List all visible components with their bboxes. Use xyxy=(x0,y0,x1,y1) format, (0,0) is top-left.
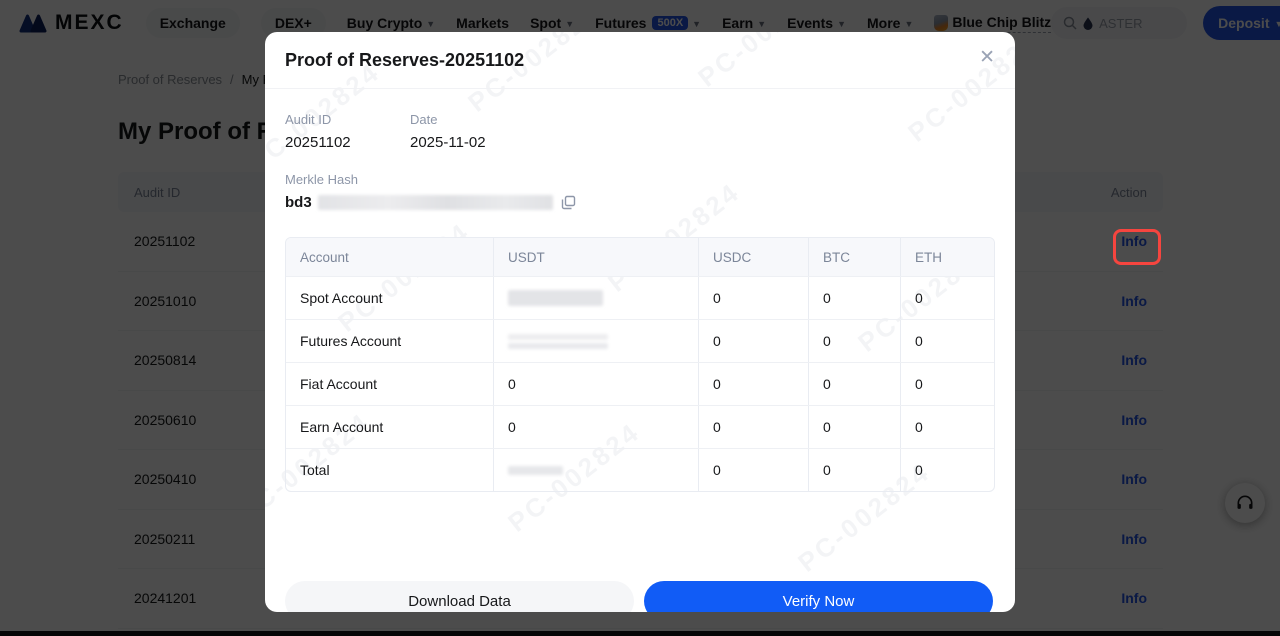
masked-value xyxy=(508,334,608,340)
usdc-cell: 0 xyxy=(698,277,808,319)
audit-id-field: Audit ID 20251102 xyxy=(285,112,410,151)
table-row-earn: Earn Account 0 0 0 0 xyxy=(286,405,994,448)
masked-value xyxy=(508,465,563,475)
merkle-hash-prefix: bd3 xyxy=(285,194,312,211)
table-row-futures: Futures Account 0 0 0 xyxy=(286,319,994,362)
account-cell: Earn Account xyxy=(300,419,384,435)
usdt-cell xyxy=(493,277,698,319)
account-cell: Futures Account xyxy=(300,333,402,349)
masked-value xyxy=(508,290,603,306)
table-row-spot: Spot Account 0 0 0 xyxy=(286,276,994,319)
account-header: Account xyxy=(300,249,349,265)
audit-info-row: Audit ID 20251102 Date 2025-11-02 xyxy=(285,112,995,151)
merkle-hash-label: Merkle Hash xyxy=(285,172,358,187)
eth-cell: 0 xyxy=(900,406,992,448)
usdc-cell: 0 xyxy=(698,320,808,362)
date-field: Date 2025-11-02 xyxy=(410,112,486,151)
close-icon[interactable]: ✕ xyxy=(979,47,995,68)
modal-title: Proof of Reserves-20251102 xyxy=(285,49,525,70)
btc-cell: 0 xyxy=(808,277,900,319)
account-cell: Fiat Account xyxy=(300,376,378,392)
table-row-total: Total 0 0 0 xyxy=(286,448,994,491)
usdc-cell: 0 xyxy=(698,406,808,448)
usdc-cell: 0 xyxy=(698,363,808,405)
merkle-hash-value-row: bd3 xyxy=(285,194,995,211)
merkle-hash-field: Merkle Hash bd3 xyxy=(285,172,995,211)
copy-icon[interactable] xyxy=(561,195,576,210)
eth-cell: 0 xyxy=(900,363,992,405)
btc-cell: 0 xyxy=(808,449,900,491)
modal-header: Proof of Reserves-20251102 ✕ xyxy=(265,32,1015,89)
modal-action-buttons: Download Data Verify Now xyxy=(285,581,993,612)
usdt-cell xyxy=(493,320,698,362)
eth-cell: 0 xyxy=(900,449,992,491)
usdt-cell: 0 xyxy=(493,406,698,448)
reserves-breakdown-table: Account USDT USDC BTC ETH Spot Account 0… xyxy=(285,237,995,492)
account-cell: Spot Account xyxy=(300,290,383,306)
usdc-header: USDC xyxy=(698,238,808,276)
account-cell: Total xyxy=(300,462,330,478)
audit-id-label: Audit ID xyxy=(285,112,332,127)
proof-of-reserves-modal: PC-002824 PC-002824 PC-002824 PC-002824 … xyxy=(265,32,1015,612)
date-value: 2025-11-02 xyxy=(410,134,486,151)
usdt-header: USDT xyxy=(493,238,698,276)
btc-cell: 0 xyxy=(808,363,900,405)
btc-cell: 0 xyxy=(808,406,900,448)
verify-now-button[interactable]: Verify Now xyxy=(644,581,993,612)
modal-body: Audit ID 20251102 Date 2025-11-02 Merkle… xyxy=(265,112,1015,492)
date-label: Date xyxy=(410,112,438,127)
download-data-button[interactable]: Download Data xyxy=(285,581,634,612)
usdt-cell xyxy=(493,449,698,491)
btc-cell: 0 xyxy=(808,320,900,362)
eth-cell: 0 xyxy=(900,320,992,362)
table-row-fiat: Fiat Account 0 0 0 0 xyxy=(286,362,994,405)
audit-id-value: 20251102 xyxy=(285,134,351,151)
table-header-row: Account USDT USDC BTC ETH xyxy=(286,238,994,276)
merkle-hash-masked xyxy=(317,195,553,210)
eth-header: ETH xyxy=(900,238,992,276)
usdt-cell: 0 xyxy=(493,363,698,405)
btc-header: BTC xyxy=(808,238,900,276)
usdc-cell: 0 xyxy=(698,449,808,491)
eth-cell: 0 xyxy=(900,277,992,319)
